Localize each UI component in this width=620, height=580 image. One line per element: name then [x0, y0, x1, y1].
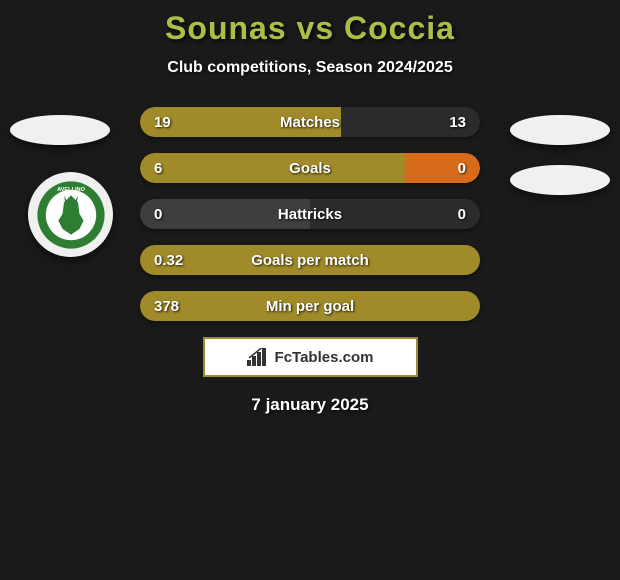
brand-text: FcTables.com — [275, 349, 374, 366]
player2-name: Coccia — [344, 10, 455, 46]
player2-badge-placeholder-1 — [510, 115, 610, 145]
svg-text:AVELLINO: AVELLINO — [57, 187, 86, 193]
stat-row-goals: 60Goals — [140, 153, 480, 183]
stat-label: Hattricks — [140, 206, 480, 223]
stat-label: Matches — [140, 114, 480, 131]
date-text: 7 january 2025 — [0, 395, 620, 415]
comparison-card: Sounas vs Coccia Club competitions, Seas… — [0, 0, 620, 415]
vs-word: vs — [297, 10, 335, 46]
player2-badge-placeholder-2 — [510, 165, 610, 195]
stat-label: Min per goal — [140, 298, 480, 315]
brand-box[interactable]: FcTables.com — [203, 337, 418, 377]
stat-row-goals-per-match: 0.32Goals per match — [140, 245, 480, 275]
stats-area: AVELLINO 1913Matches 60Goals 00Hattricks 0.… — [0, 107, 620, 321]
stat-row-hattricks: 00Hattricks — [140, 199, 480, 229]
stat-label: Goals — [140, 160, 480, 177]
club-badge-icon: AVELLINO — [36, 180, 106, 250]
club-badge: AVELLINO — [28, 172, 113, 257]
subtitle: Club competitions, Season 2024/2025 — [0, 59, 620, 77]
player1-name: Sounas — [165, 10, 287, 46]
stat-row-min-per-goal: 378Min per goal — [140, 291, 480, 321]
comparison-title: Sounas vs Coccia — [0, 10, 620, 47]
stat-row-matches: 1913Matches — [140, 107, 480, 137]
player1-badge-placeholder — [10, 115, 110, 145]
stat-label: Goals per match — [140, 252, 480, 269]
brand-chart-icon — [247, 348, 269, 366]
stat-bars: 1913Matches 60Goals 00Hattricks 0.32Goals p… — [140, 107, 480, 321]
